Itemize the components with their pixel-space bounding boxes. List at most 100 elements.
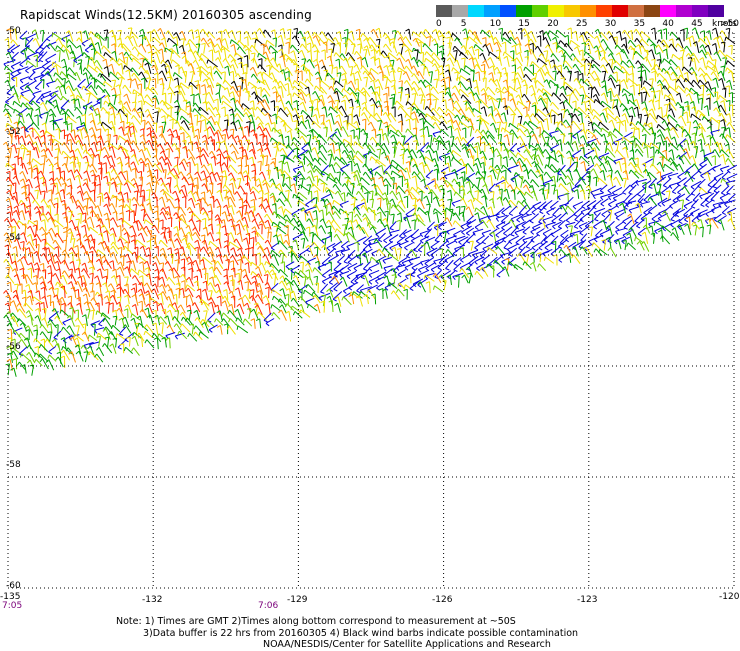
wind-barb (229, 291, 235, 300)
barb-flag (11, 301, 14, 304)
barb-staff (48, 71, 53, 82)
barb-flag (132, 336, 135, 339)
wind-barb (235, 288, 240, 297)
barb-flag (117, 308, 120, 311)
barb-flag (74, 246, 78, 248)
barb-staff (22, 354, 30, 361)
barb-staff (127, 57, 128, 67)
barb-staff (59, 128, 60, 139)
barb-staff (122, 63, 123, 74)
wind-barb (101, 225, 109, 234)
barb-flag (96, 225, 100, 227)
barb-flag (13, 247, 16, 249)
barb-flag (130, 126, 134, 128)
wind-barb (128, 79, 132, 88)
barb-flag (55, 261, 58, 263)
barb-staff (236, 239, 242, 249)
barb-flag (165, 60, 168, 63)
barb-flag (174, 100, 177, 103)
barb-flag (188, 198, 191, 201)
barb-flag (90, 164, 93, 167)
barb-flag (49, 109, 52, 112)
wind-barb (231, 59, 238, 68)
barb-flag (87, 65, 88, 69)
barb-flag (20, 268, 24, 270)
barb-staff (227, 290, 228, 300)
barb-flag (40, 359, 43, 362)
barb-flag (235, 309, 238, 312)
barb-staff (180, 108, 188, 114)
barb-staff (26, 34, 37, 39)
wind-barb (34, 251, 40, 262)
wind-barbs (3, 28, 737, 377)
barb-flag (48, 281, 51, 284)
barb-staff (176, 130, 178, 140)
barb-flag (204, 130, 208, 132)
barb-flag (236, 211, 239, 214)
barb-flag (89, 207, 93, 209)
barb-staff (157, 112, 158, 123)
barb-flag (128, 28, 132, 29)
barb-staff (173, 50, 180, 57)
barb-staff (72, 220, 76, 231)
barb-staff (246, 155, 247, 166)
barb-flag (27, 345, 29, 348)
barb-flag (251, 130, 254, 133)
wind-barb (193, 232, 201, 241)
barb-flag (138, 84, 142, 85)
barb-flag (139, 72, 142, 75)
wind-barb (244, 126, 249, 136)
barb-staff (85, 332, 89, 341)
barb-staff (208, 130, 209, 140)
barb-flag (125, 254, 128, 257)
barb-flag (214, 172, 217, 175)
barb-staff (14, 368, 16, 377)
barb-flag (201, 29, 203, 32)
barb-flag (195, 247, 199, 248)
barb-flag (119, 318, 122, 320)
barb-flag (223, 29, 226, 32)
barb-flag (215, 215, 218, 218)
barb-flag (49, 228, 52, 231)
wind-barb (160, 84, 164, 96)
barb-flag (120, 256, 124, 257)
barb-flag (104, 296, 107, 298)
barb-flag (215, 58, 218, 61)
wind-barb (139, 149, 146, 160)
wind-barb (26, 113, 33, 122)
barb-flag (140, 246, 143, 249)
barb-flag (174, 248, 178, 250)
barb-staff (181, 207, 186, 215)
barb-staff (185, 185, 188, 196)
barb-flag (252, 86, 255, 88)
barb-staff (99, 347, 104, 356)
wind-barb (180, 133, 184, 145)
barb-flag (131, 162, 134, 165)
barb-flag (194, 326, 196, 330)
wind-barb (132, 79, 138, 90)
barb-flag (252, 219, 255, 222)
barb-staff (113, 252, 117, 263)
barb-flag (147, 183, 150, 185)
barb-flag (167, 277, 169, 281)
barb-flag (152, 284, 155, 287)
barb-flag (67, 326, 70, 329)
barb-flag (67, 116, 68, 120)
barb-flag (111, 44, 115, 46)
barb-staff (25, 297, 26, 306)
barb-staff (120, 145, 129, 151)
barb-flag (223, 269, 227, 271)
barb-flag (188, 39, 190, 43)
wind-barb (119, 327, 125, 336)
barb-flag (152, 29, 155, 32)
barb-flag (242, 104, 243, 108)
barb-staff (64, 142, 70, 152)
barb-flag (201, 319, 203, 323)
barb-flag (131, 133, 134, 135)
barb-flag (68, 123, 72, 124)
barb-flag (158, 28, 161, 31)
barb-flag (208, 38, 211, 41)
barb-flag (171, 168, 174, 171)
barb-flag (132, 58, 133, 62)
barb-staff (157, 338, 158, 350)
